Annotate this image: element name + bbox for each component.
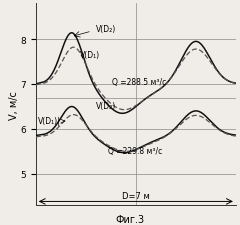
- Text: Q =288.5 м³/с: Q =288.5 м³/с: [112, 78, 166, 87]
- Text: V(D₁): V(D₁): [80, 51, 100, 60]
- Y-axis label: V, м/с: V, м/с: [9, 90, 19, 119]
- Text: Фиг.3: Фиг.3: [115, 214, 144, 224]
- Text: D=7 м: D=7 м: [122, 191, 150, 200]
- Text: V(D₂): V(D₂): [96, 25, 116, 34]
- Text: V(D₂): V(D₂): [96, 101, 116, 110]
- Text: V(D₁)|>: V(D₁)|>: [38, 117, 67, 126]
- Text: Q =229.8 м³/с: Q =229.8 м³/с: [108, 146, 162, 155]
